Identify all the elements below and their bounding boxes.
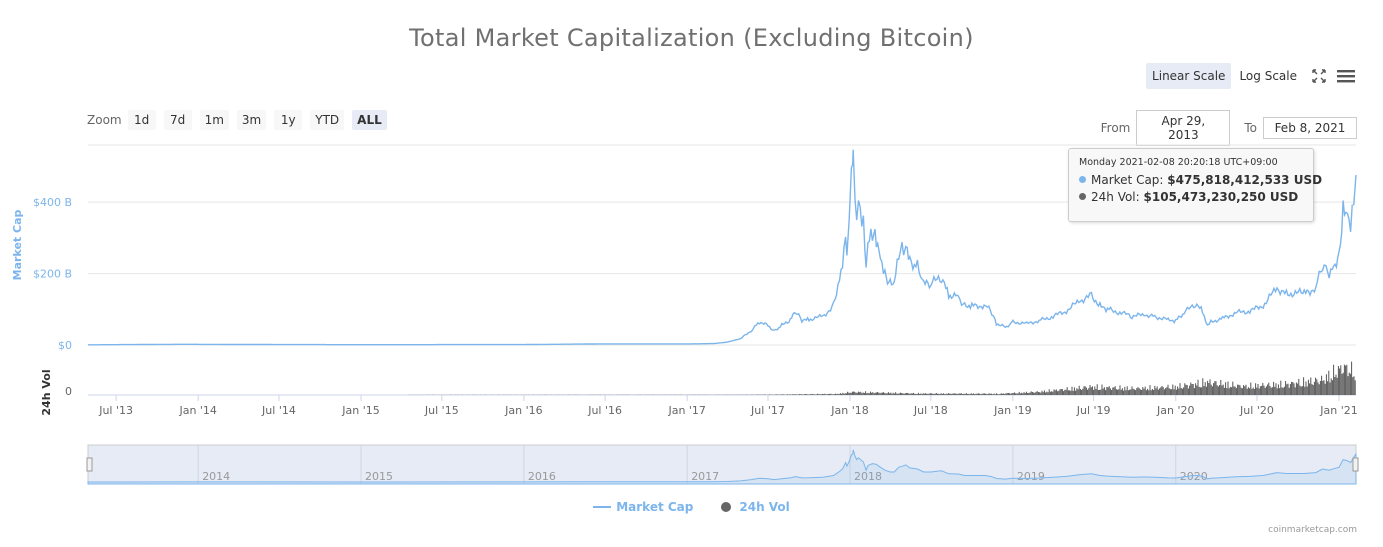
navigator-year-label: 2017 (691, 470, 719, 483)
y-tick-label: $0 (58, 339, 72, 352)
zoom-ytd-button[interactable]: YTD (310, 110, 345, 130)
zoom-label: Zoom (87, 113, 122, 127)
zoom-1m-button[interactable]: 1m (199, 110, 229, 130)
navigator-year-label: 2019 (1017, 470, 1045, 483)
zoom-7d-button[interactable]: 7d (163, 110, 192, 130)
legend-market-cap[interactable]: Market Cap (593, 500, 693, 514)
x-tick-label: Jan '15 (341, 404, 379, 417)
volume-bars (407, 361, 1356, 395)
linear-scale-button[interactable]: Linear Scale (1146, 63, 1232, 89)
from-label: From (1100, 121, 1131, 135)
legend-volume[interactable]: 24h Vol (721, 500, 790, 514)
x-tick-label: Jul '13 (98, 404, 133, 417)
legend: Market Cap 24h Vol (0, 500, 1383, 514)
x-tick-label: Jul '18 (913, 404, 948, 417)
tooltip-market-cap-value: $475,818,412,533 USD (1167, 173, 1323, 187)
date-range: From Apr 29, 2013 To Feb 8, 2021 (1101, 110, 1357, 146)
y-tick-label: $200 B (33, 268, 72, 281)
credits[interactable]: coinmarketcap.com (1268, 525, 1357, 535)
zoom-bar: Zoom 1d 7d 1m 3m 1y YTD ALL (87, 110, 395, 130)
zoom-1d-button[interactable]: 1d (127, 110, 156, 130)
navigator-right-handle[interactable] (1352, 457, 1359, 472)
navigator-left-handle[interactable] (86, 457, 93, 472)
log-scale-button[interactable]: Log Scale (1239, 69, 1297, 83)
to-date-input[interactable]: Feb 8, 2021 (1263, 117, 1357, 139)
x-tick-label: Jul '17 (750, 404, 785, 417)
menu-icon[interactable] (1335, 65, 1357, 87)
fullscreen-icon[interactable] (1308, 65, 1330, 87)
volume-tick-label: 0 (65, 385, 72, 398)
market-cap-line (88, 149, 1357, 346)
navigator-series (87, 449, 1357, 485)
tooltip-volume-label: 24h Vol: (1091, 190, 1140, 204)
x-tick-label: Jul '16 (587, 404, 622, 417)
navigator-year-label: 2020 (1180, 470, 1208, 483)
x-tick-label: Jan '19 (993, 404, 1031, 417)
x-tick-label: Jul '20 (1239, 404, 1274, 417)
x-tick-label: Jan '17 (667, 404, 705, 417)
x-tick-label: Jan '14 (178, 404, 216, 417)
x-tick-label: Jul '14 (261, 404, 296, 417)
x-tick-label: Jul '19 (1076, 404, 1111, 417)
market-cap-dot-icon (1079, 176, 1086, 183)
legend-volume-label: 24h Vol (739, 500, 790, 514)
navigator-year-label: 2014 (202, 470, 230, 483)
x-tick-label: Jan '18 (830, 404, 868, 417)
legend-line-icon (593, 506, 612, 508)
legend-dot-icon (721, 502, 732, 512)
legend-market-cap-label: Market Cap (616, 500, 694, 514)
x-tick-label: Jan '21 (1319, 404, 1357, 417)
navigator-year-label: 2016 (528, 470, 556, 483)
y-tick-label: $400 B (33, 196, 72, 209)
navigator-year-label: 2015 (365, 470, 393, 483)
tooltip-market-cap: Market Cap: $475,818,412,533 USD (1079, 173, 1322, 187)
chart-title: Total Market Capitalization (Excluding B… (409, 24, 974, 52)
tooltip: Monday 2021-02-08 20:20:18 UTC+09:00 Mar… (1068, 148, 1322, 222)
x-tick-label: Jul '15 (424, 404, 459, 417)
y-axis-label-market-cap: Market Cap (11, 210, 24, 281)
x-tick-label: Jan '20 (1156, 404, 1194, 417)
zoom-1y-button[interactable]: 1y (274, 110, 303, 130)
tooltip-volume-value: $105,473,230,250 USD (1143, 190, 1299, 204)
volume-dot-icon (1079, 193, 1086, 200)
zoom-all-button[interactable]: ALL (352, 110, 387, 130)
x-tick-label: Jan '16 (504, 404, 542, 417)
to-label: To (1244, 121, 1257, 135)
navigator-year-label: 2018 (854, 470, 882, 483)
tooltip-volume: 24h Vol: $105,473,230,250 USD (1079, 190, 1303, 204)
scale-toggle: Linear Scale Log Scale (1144, 63, 1357, 89)
tooltip-date: Monday 2021-02-08 20:20:18 UTC+09:00 (1079, 157, 1278, 168)
zoom-3m-button[interactable]: 3m (236, 110, 267, 130)
from-date-input[interactable]: Apr 29, 2013 (1136, 110, 1231, 146)
y-axis-label-volume: 24h Vol (40, 369, 53, 415)
tooltip-market-cap-label: Market Cap: (1091, 173, 1164, 187)
